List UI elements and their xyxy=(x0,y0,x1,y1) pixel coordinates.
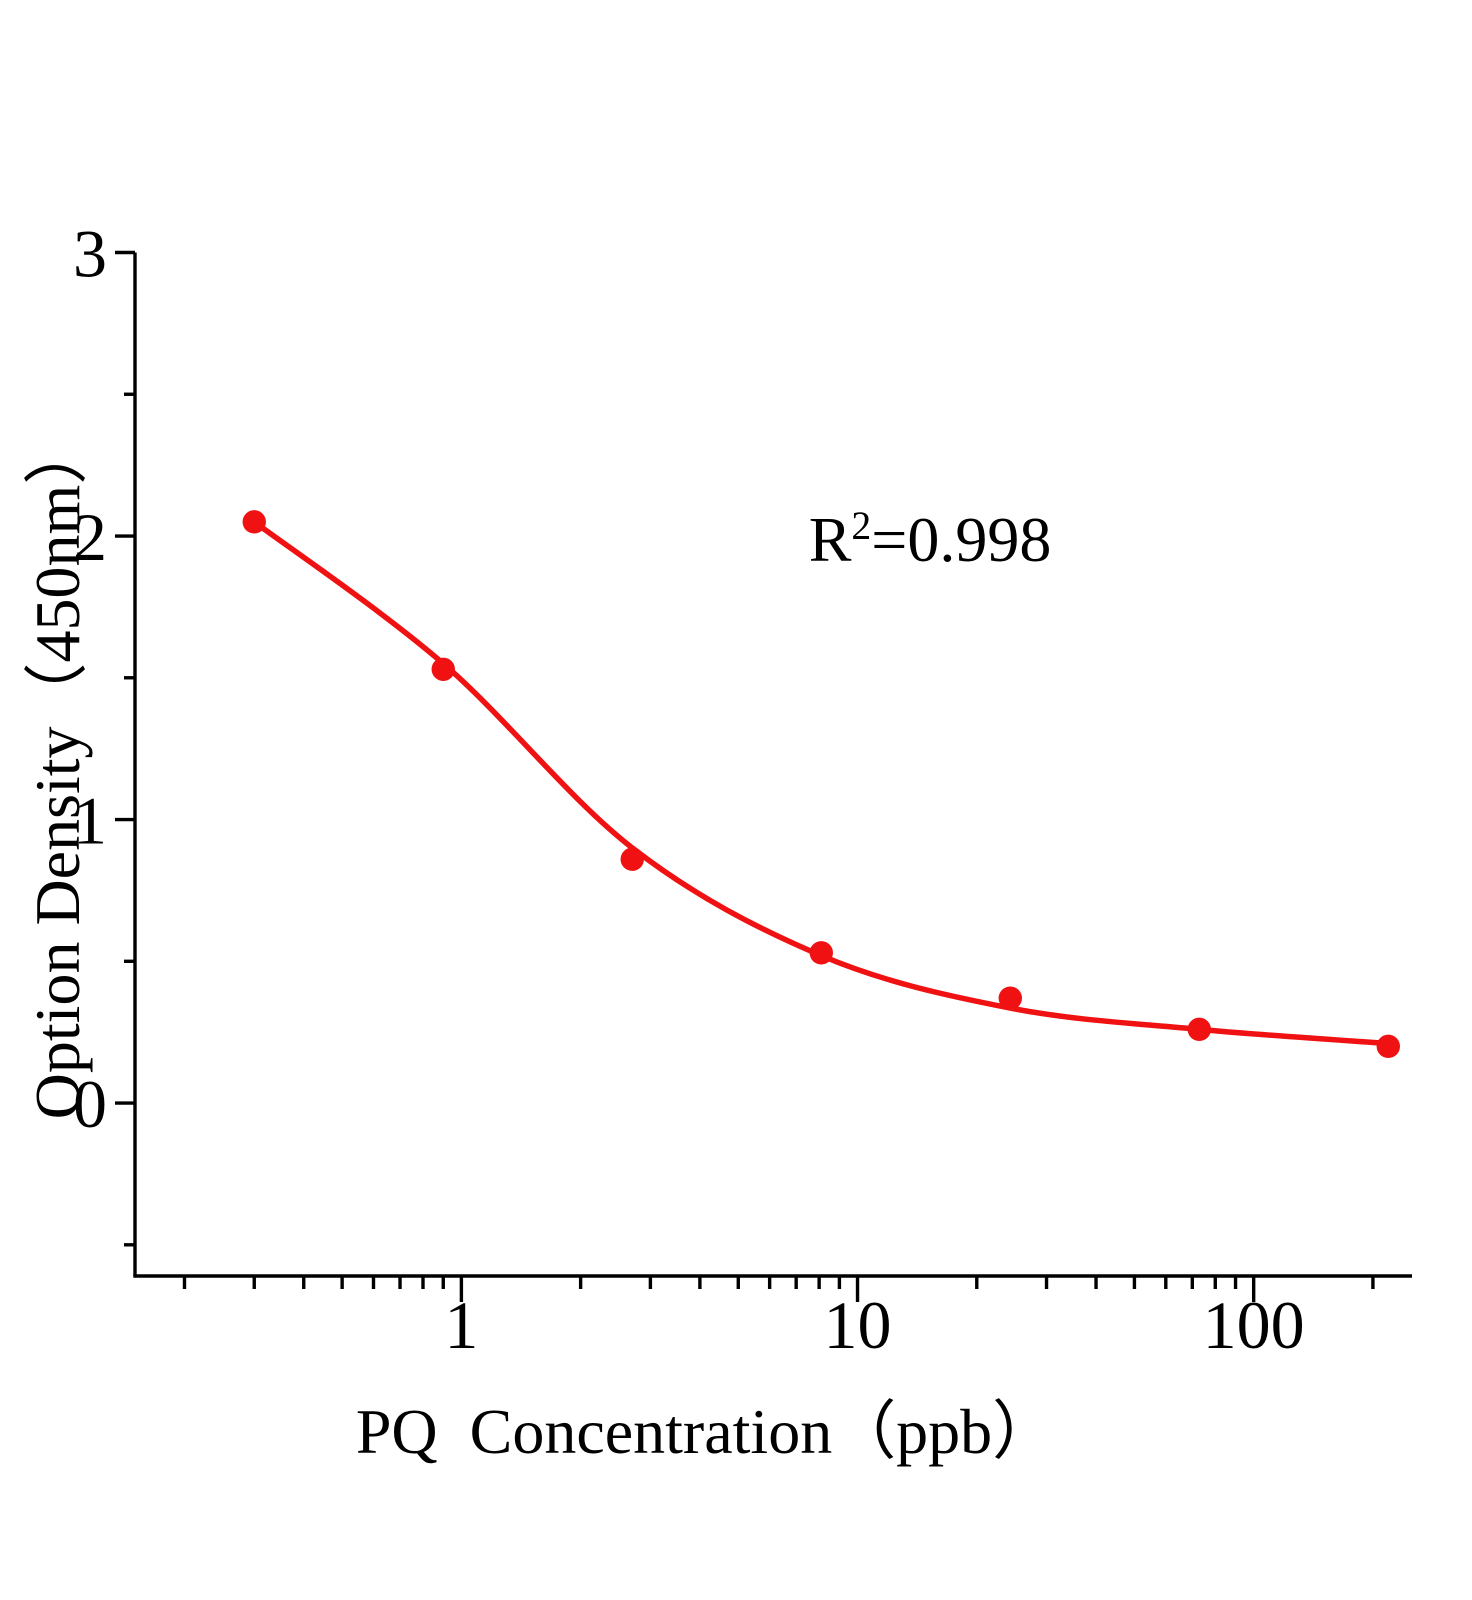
r-squared-value: =0.998 xyxy=(871,504,1052,575)
x-tick-label: 10 xyxy=(824,1287,892,1363)
data-point xyxy=(809,941,833,965)
data-point xyxy=(242,510,266,534)
r-squared-annotation: R2=0.998 xyxy=(809,503,1052,577)
data-point xyxy=(1187,1017,1211,1042)
data-point xyxy=(1376,1034,1401,1059)
data-point xyxy=(620,847,644,871)
y-tick-label: 3 xyxy=(73,216,107,292)
r-squared-base: R xyxy=(808,504,852,575)
y-tick-label: 0 xyxy=(73,1066,107,1142)
y-axis-title: Option Density（450nm） xyxy=(22,420,93,1120)
fit-curve xyxy=(251,519,1392,1047)
data-point xyxy=(998,986,1022,1010)
x-tick-label: 100 xyxy=(1203,1287,1305,1363)
data-point xyxy=(431,657,455,681)
x-axis-title: PQ Concentration（ppb） xyxy=(355,1396,1057,1467)
r-squared-exponent: 2 xyxy=(851,504,872,549)
y-tick-label: 2 xyxy=(73,499,107,575)
x-tick-label: 1 xyxy=(444,1287,478,1363)
y-tick-label: 1 xyxy=(73,783,107,859)
